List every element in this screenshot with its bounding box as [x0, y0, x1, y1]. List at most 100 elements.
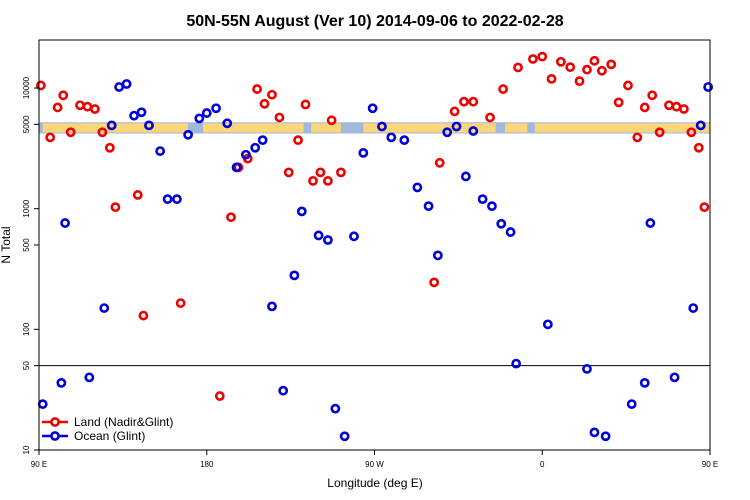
ocean-point [144, 120, 154, 131]
land-point [546, 74, 557, 84]
map-band-land [504, 123, 528, 133]
ocean-point [423, 201, 434, 212]
legend-label: Ocean (Glint) [74, 429, 145, 443]
ocean-point [600, 431, 611, 442]
legend-label: Land (Nadir&Glint) [74, 415, 173, 429]
ocean-point [511, 358, 522, 369]
land-point [226, 212, 236, 223]
land-point [582, 64, 592, 75]
land-point [259, 98, 270, 109]
ocean-point [339, 431, 350, 442]
ocean-point [505, 227, 516, 237]
ocean-point [496, 218, 507, 229]
ocean-point [468, 126, 479, 136]
plot-frame [38, 39, 711, 451]
y-tick-label: 50 [22, 361, 31, 370]
ocean-point [84, 372, 95, 383]
land-point [654, 127, 665, 138]
ocean-point [106, 120, 117, 131]
land-point [693, 142, 704, 153]
y-axis: 10 50 100 500 1000 5000 10000 [22, 76, 39, 454]
ocean-point [349, 231, 359, 242]
land-point [267, 89, 277, 100]
ocean-point [222, 118, 233, 129]
ocean-point [267, 301, 277, 312]
ocean-point [60, 218, 70, 228]
land-point [664, 100, 674, 111]
land-point [132, 190, 143, 200]
land-point [283, 167, 294, 178]
ocean-point [330, 403, 341, 414]
ocean-point [477, 194, 488, 205]
ocean-point [162, 194, 173, 205]
ocean-point [386, 132, 397, 143]
legend-marker [50, 431, 60, 441]
ocean-point [129, 110, 139, 121]
land-point [300, 99, 311, 110]
land-point [52, 102, 63, 113]
ocean-point [257, 135, 268, 146]
land-point [555, 56, 566, 67]
ocean-point [703, 82, 714, 92]
x-axis: 90 E 180 90 W 0 90 E [31, 450, 718, 469]
ocean-point [37, 399, 48, 410]
land-point [671, 101, 682, 112]
land-point [632, 132, 643, 143]
ocean-point [289, 270, 300, 281]
land-point [574, 76, 585, 87]
ocean-point [56, 377, 67, 388]
land-point [75, 100, 85, 111]
ocean-point [487, 201, 497, 212]
land-point [323, 175, 333, 186]
land-point [623, 80, 633, 91]
ocean-point [172, 194, 182, 205]
land-point [336, 167, 346, 178]
legend: Land (Nadir&Glint)Ocean (Glint) [42, 415, 173, 443]
land-point [429, 277, 440, 288]
land-point [686, 127, 697, 138]
land-point [90, 104, 100, 114]
x-tick-label: 90 W [365, 460, 384, 469]
ocean-point [412, 182, 423, 193]
land-point [589, 55, 600, 66]
y-axis-label: N Total [0, 226, 13, 263]
land-point [613, 97, 624, 108]
ocean-point [645, 218, 656, 228]
ocean-point [240, 149, 251, 160]
ocean-point [323, 235, 333, 245]
ocean-point [695, 120, 706, 131]
ocean-point [399, 135, 410, 146]
land-point [138, 310, 149, 321]
map-band-land [534, 123, 710, 133]
ocean-point [183, 129, 194, 140]
ocean-point [639, 377, 650, 388]
land-point [214, 391, 225, 401]
land-point [35, 80, 46, 91]
ocean-point [688, 303, 699, 313]
land-point [104, 142, 115, 153]
land-point [528, 54, 538, 64]
land-point [679, 104, 689, 114]
ocean-point [99, 303, 110, 313]
land-point [537, 51, 548, 62]
ocean-point [542, 319, 553, 330]
ocean-point [377, 121, 387, 132]
land-point [45, 132, 56, 143]
ocean-point [155, 146, 166, 157]
ocean-point [194, 113, 205, 124]
ocean-point [442, 127, 453, 138]
map-band [39, 122, 710, 134]
land-point [252, 84, 262, 94]
land-point [326, 115, 337, 126]
legend-marker [50, 417, 60, 427]
x-tick-label: 90 E [702, 460, 718, 469]
land-point [565, 62, 576, 73]
ocean-point [121, 79, 132, 89]
ocean-point [211, 103, 221, 114]
ocean-point [114, 82, 125, 92]
ocean-point [451, 121, 462, 132]
ocean-point [358, 147, 369, 158]
y-tick-label: 10 [22, 445, 31, 454]
ocean-point [432, 250, 443, 261]
land-point [498, 84, 509, 94]
